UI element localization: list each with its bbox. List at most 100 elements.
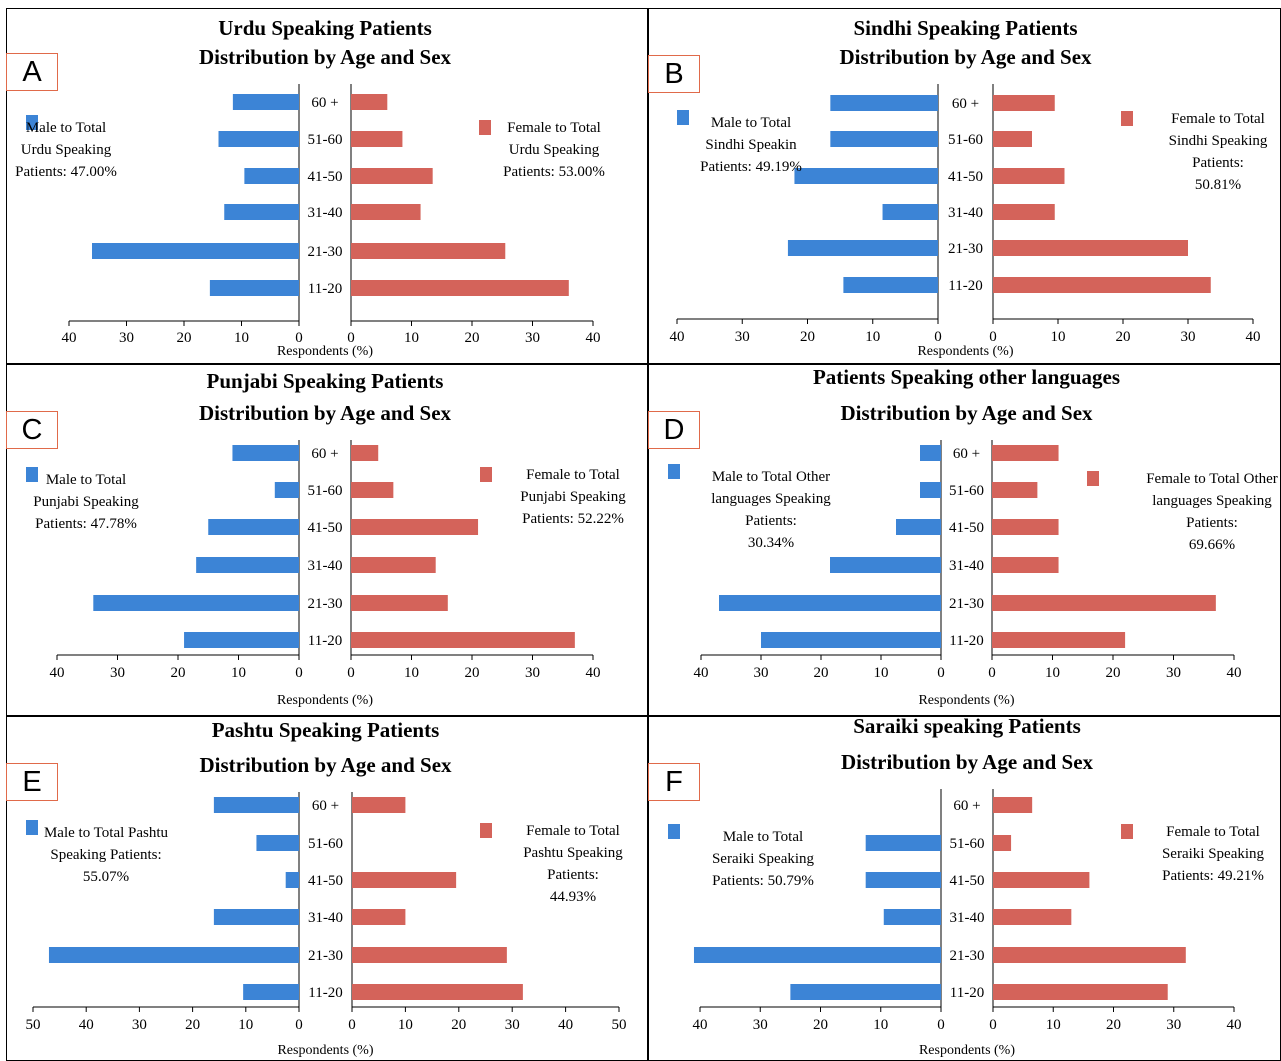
female-legend-text: Patients: [1186, 515, 1238, 531]
female-legend-swatch [479, 120, 491, 135]
tick-label: 40 [558, 1017, 573, 1033]
panel-letter: F [648, 763, 700, 801]
tick-label: 10 [865, 329, 880, 345]
male-legend-text: Patients: 47.00% [15, 164, 117, 180]
male-legend-swatch [677, 110, 689, 125]
female-bar [993, 797, 1033, 813]
female-bar [351, 204, 421, 220]
female-bar [992, 557, 1059, 573]
female-legend-text: Female to Total [1166, 824, 1260, 840]
chart-panel-c: Punjabi Speaking Patients Distribution by… [6, 364, 648, 716]
age-group-label: 21-30 [308, 596, 343, 612]
male-legend-swatch [26, 115, 38, 130]
male-legend-text: Punjabi Speaking [33, 494, 139, 510]
age-group-label: 31-40 [948, 205, 983, 221]
male-bar [830, 131, 938, 147]
age-group-label: 41-50 [308, 520, 343, 536]
tick-label: 0 [937, 1017, 945, 1033]
female-legend-text: Female to Total Other [1146, 471, 1278, 487]
tick-label: 50 [612, 1017, 627, 1033]
chart-svg: Pashtu Speaking Patients Distribution by … [6, 716, 648, 1061]
female-legend-text: Female to Total [526, 467, 620, 483]
age-label-bg [300, 556, 350, 574]
age-label-bg [300, 444, 350, 462]
female-bar [993, 835, 1012, 851]
male-bar [243, 984, 299, 1000]
age-group-label: 11-20 [308, 633, 342, 649]
tick-label: 10 [231, 665, 246, 681]
female-bar [993, 984, 1168, 1000]
male-bar [693, 947, 941, 963]
age-label-bg [942, 481, 991, 499]
female-legend-swatch [1121, 111, 1133, 126]
tick-label: 20 [177, 330, 192, 346]
female-bar [352, 909, 406, 925]
male-bar [865, 835, 941, 851]
age-group-label: 31-40 [950, 910, 985, 926]
age-group-label: 21-30 [948, 241, 983, 257]
female-legend-swatch [480, 467, 492, 482]
female-legend-text: Female to Total [526, 823, 620, 839]
female-legend-text: Pashtu Speaking [523, 845, 623, 861]
female-legend-text: Patients: [1192, 155, 1244, 171]
male-legend-swatch [668, 464, 680, 479]
female-legend-swatch [480, 823, 492, 838]
female-bar [352, 947, 507, 963]
male-legend-swatch [668, 824, 680, 839]
tick-label: 40 [586, 330, 601, 346]
female-bar [351, 168, 433, 184]
male-legend-text: Patients: 50.79% [712, 873, 814, 889]
female-legend-swatch [1121, 824, 1133, 839]
chart-panel-b: Sindhi Speaking Patients Distribution by … [648, 8, 1281, 364]
female-bar [993, 872, 1090, 888]
age-label-bg [300, 983, 351, 1001]
male-legend-text: Male to Total Other [712, 469, 830, 485]
age-group-label: 21-30 [950, 948, 985, 964]
tick-label: 0 [934, 329, 942, 345]
chart-svg: Punjabi Speaking Patients Distribution by… [6, 364, 648, 716]
tick-label: 40 [79, 1017, 94, 1033]
tick-label: 30 [525, 330, 540, 346]
tick-label: 10 [1045, 665, 1060, 681]
male-bar [196, 557, 299, 573]
male-bar [209, 280, 299, 296]
chart-panel-f: Saraiki speaking Patients Distribution by… [648, 714, 1281, 1061]
age-group-label: 31-40 [308, 910, 343, 926]
male-bar [224, 204, 299, 220]
chart-title: Pashtu Speaking Patients [212, 718, 440, 742]
chart-subtitle: Distribution by Age and Sex [199, 753, 452, 777]
female-bar [351, 595, 448, 611]
tick-label: 20 [1106, 1017, 1121, 1033]
tick-label: 20 [813, 1017, 828, 1033]
male-bar [787, 240, 938, 256]
x-axis-label: Respondents (%) [277, 693, 373, 708]
chart-subtitle: Distribution by Age and Sex [841, 750, 1094, 774]
panel-border [6, 8, 648, 364]
tick-label: 30 [1166, 665, 1181, 681]
male-bar [93, 595, 299, 611]
male-bar [790, 984, 941, 1000]
tick-label: 40 [1227, 665, 1242, 681]
female-legend-text: Patients: 53.00% [503, 164, 605, 180]
age-group-label: 41-50 [949, 520, 984, 536]
age-label-bg [942, 946, 992, 964]
female-bar [351, 445, 379, 461]
chart-svg: Sindhi Speaking Patients Distribution by … [648, 8, 1281, 364]
age-label-bg [300, 796, 351, 814]
tick-label: 0 [348, 1017, 356, 1033]
chart-title: Urdu Speaking Patients [218, 16, 432, 40]
tick-label: 20 [185, 1017, 200, 1033]
female-bar [352, 797, 406, 813]
male-legend-text: Sindhi Speakin [705, 137, 797, 153]
female-bar [993, 277, 1211, 293]
age-label-bg [300, 518, 350, 536]
female-legend-text: Female to Total [507, 120, 601, 136]
male-bar [761, 632, 941, 648]
male-bar [218, 131, 299, 147]
female-bar [352, 984, 523, 1000]
age-group-label: 31-40 [308, 558, 343, 574]
chart-panel-d: Patients Speaking other languages Distrib… [648, 364, 1281, 716]
age-label-bg [939, 239, 992, 257]
female-bar [351, 482, 394, 498]
male-legend-swatch [26, 820, 38, 835]
